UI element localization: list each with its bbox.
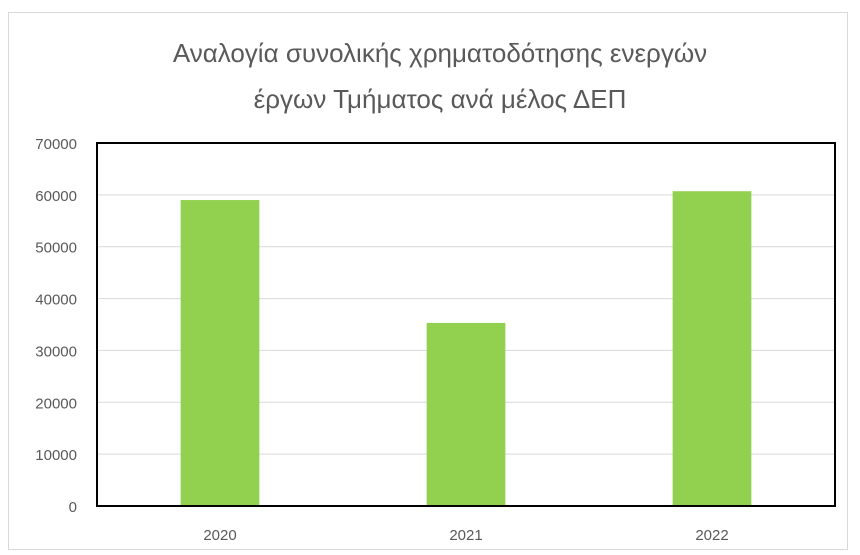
- y-tick-label: 10000: [35, 447, 77, 464]
- plot-area-border: [96, 142, 836, 507]
- bar-2022: [672, 191, 752, 506]
- y-tick-label: 50000: [35, 240, 77, 257]
- bar-2020: [180, 200, 260, 507]
- y-tick-label: 0: [69, 499, 77, 516]
- x-tick-label: 2020: [203, 527, 236, 544]
- x-axis-ticks: 2020 2021 2022: [203, 527, 728, 544]
- y-tick-label: 20000: [35, 395, 77, 412]
- chart-subtitle: έργων Τμήματος ανά μέλος ΔΕΠ: [254, 84, 627, 114]
- x-tick-label: 2021: [449, 527, 482, 544]
- x-tick-label: 2022: [695, 527, 728, 544]
- y-axis-ticks: 0 10000 20000 30000 40000 50000 60000 70000: [35, 136, 77, 516]
- bar-2021: [426, 322, 506, 506]
- y-tick-label: 70000: [35, 136, 77, 153]
- y-tick-label: 60000: [35, 188, 77, 205]
- bars: [180, 191, 752, 507]
- chart-title: Αναλογία συνολικής χρηματοδότησης ενεργώ…: [173, 38, 707, 68]
- y-tick-label: 30000: [35, 343, 77, 360]
- y-tick-label: 40000: [35, 292, 77, 309]
